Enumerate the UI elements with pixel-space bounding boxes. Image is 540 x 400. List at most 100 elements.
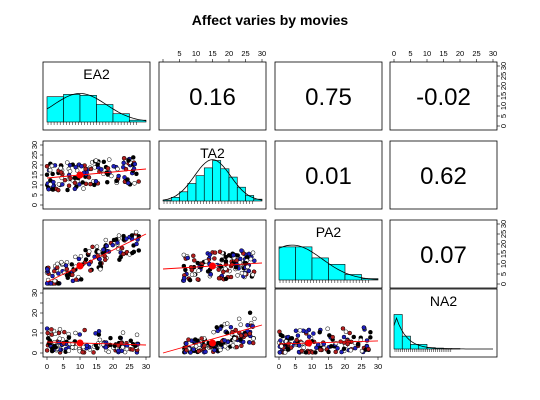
scatter-point bbox=[134, 241, 139, 247]
panel-frame bbox=[274, 219, 383, 289]
scatter-point bbox=[97, 261, 103, 266]
scatter-point bbox=[126, 158, 131, 163]
scatter-point bbox=[185, 255, 190, 261]
scatter-point bbox=[44, 163, 50, 169]
scatter-point bbox=[293, 328, 299, 334]
scatter-point bbox=[311, 331, 316, 336]
scatter-point bbox=[57, 326, 63, 332]
variable-name: NA2 bbox=[430, 293, 457, 309]
scatter-point bbox=[47, 338, 53, 343]
scatter-point bbox=[65, 187, 70, 193]
panel-frame bbox=[274, 61, 383, 131]
scatter-point bbox=[239, 248, 244, 253]
scatter-point bbox=[83, 247, 88, 253]
scatter-point bbox=[69, 262, 75, 267]
scatter-point bbox=[83, 257, 89, 262]
scatter-point bbox=[130, 347, 135, 352]
scatter-point bbox=[341, 346, 347, 351]
histogram-bar bbox=[112, 113, 130, 123]
scatter-point bbox=[238, 337, 243, 342]
scatter-point bbox=[73, 277, 79, 282]
scatter-point bbox=[100, 342, 106, 347]
fit-line bbox=[46, 233, 147, 283]
scatter-point bbox=[63, 263, 69, 268]
x-tick-label: 20 bbox=[341, 362, 349, 371]
panel-frame bbox=[158, 288, 267, 358]
mean-point bbox=[209, 339, 216, 347]
scatter-point bbox=[48, 281, 54, 286]
x-tick-label: 15 bbox=[92, 362, 100, 371]
scatter-point bbox=[252, 316, 257, 322]
scatter-point bbox=[252, 258, 257, 264]
scatter-point bbox=[278, 338, 283, 343]
scatter-point bbox=[50, 171, 55, 177]
scatter-point bbox=[46, 186, 51, 192]
scatter-point bbox=[245, 264, 250, 270]
scatter-point bbox=[114, 178, 119, 184]
scatter-point bbox=[250, 250, 256, 255]
scatter-point bbox=[295, 333, 301, 338]
histogram-bar bbox=[228, 176, 238, 202]
scatter-point bbox=[203, 349, 208, 355]
x-tick-label: 15 bbox=[208, 49, 216, 58]
scatter-point bbox=[51, 268, 57, 274]
scatter-point bbox=[232, 336, 237, 341]
scatter-point bbox=[191, 253, 196, 259]
scatter-point bbox=[203, 259, 209, 264]
correlation-label: 0.75 bbox=[305, 84, 352, 111]
scatter-point bbox=[366, 346, 371, 352]
scatter-point bbox=[333, 349, 338, 355]
scatter-point bbox=[368, 329, 373, 335]
scatter-point bbox=[192, 258, 197, 263]
x-tick-label: 15 bbox=[439, 49, 447, 58]
scatter-point bbox=[133, 229, 139, 235]
scatter-point bbox=[192, 337, 198, 342]
scatter-point bbox=[285, 346, 291, 351]
correlation-label: 0.16 bbox=[189, 84, 236, 111]
mean-point bbox=[76, 339, 84, 347]
scatter-point bbox=[58, 169, 64, 175]
panel-frame bbox=[158, 219, 267, 289]
scatter-point bbox=[134, 171, 139, 177]
scatter-point bbox=[45, 266, 50, 272]
scatter-point bbox=[88, 166, 94, 172]
scatter-point bbox=[107, 157, 112, 162]
scatter-point bbox=[189, 272, 195, 277]
scatter-point bbox=[239, 343, 244, 349]
scatter-point bbox=[70, 345, 75, 350]
panel-frame bbox=[274, 140, 383, 210]
scatter-point bbox=[44, 172, 50, 177]
scatter-point bbox=[238, 333, 244, 338]
x-tick-label: 10 bbox=[76, 362, 84, 371]
scatter-point bbox=[181, 275, 187, 281]
variable-name: EA2 bbox=[83, 66, 110, 82]
x-tick-label: 10 bbox=[308, 362, 316, 371]
x-tick-label: 30 bbox=[258, 49, 266, 58]
scatter-point bbox=[49, 327, 54, 332]
scatter-point bbox=[58, 165, 63, 171]
scatter-point bbox=[211, 329, 216, 335]
scatter-point bbox=[120, 330, 126, 335]
scatter-point bbox=[251, 336, 256, 341]
scatter-point bbox=[64, 273, 70, 278]
scatter-point bbox=[67, 169, 73, 174]
scatter-point bbox=[118, 254, 123, 260]
scatter-point bbox=[44, 326, 50, 331]
scatter-point bbox=[222, 344, 228, 349]
scatter-point bbox=[116, 233, 122, 238]
scatter-point bbox=[136, 248, 142, 253]
y-tick-label: 5 bbox=[30, 193, 39, 197]
density-curve bbox=[278, 244, 379, 280]
scatter-point bbox=[50, 273, 55, 279]
scatter-point bbox=[77, 332, 82, 337]
scatter-point bbox=[56, 187, 61, 193]
scatter-point bbox=[219, 257, 225, 262]
scatter-point bbox=[128, 338, 134, 343]
scatter-point bbox=[56, 271, 61, 276]
x-tick-label: 0 bbox=[277, 362, 281, 371]
y-tick-label: 30 bbox=[499, 62, 508, 70]
scatter-point bbox=[134, 332, 140, 338]
scatter-point bbox=[189, 267, 195, 273]
